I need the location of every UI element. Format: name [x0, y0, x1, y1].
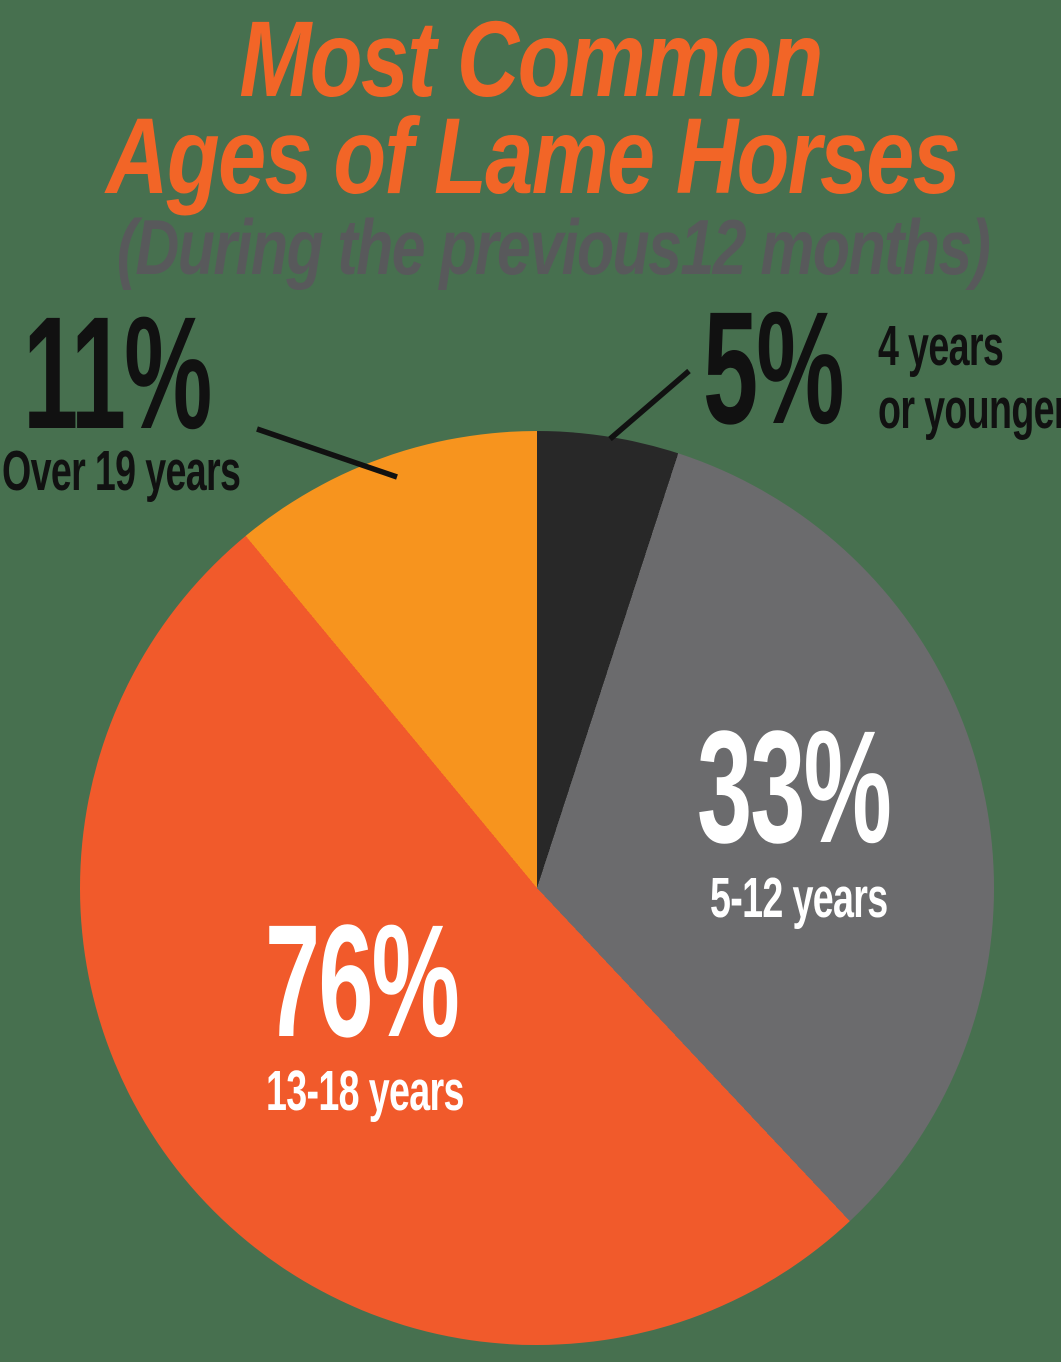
- chart-subtitle: (During the previous12 months): [116, 203, 991, 291]
- chart-title-line2: Ages of Lame Horses: [106, 95, 961, 217]
- pct-label-5-12: 33%: [697, 697, 892, 876]
- pct-label-13-18: 76%: [265, 891, 460, 1070]
- category-label-over-19: Over 19 years: [2, 439, 241, 503]
- chart-title: Most Common Ages of Lame Horses: [106, 0, 961, 217]
- pct-label-4-or-younger: 5%: [703, 278, 845, 457]
- category-label-13-18: 13-18 years: [266, 1059, 464, 1123]
- pie-chart: [80, 431, 994, 1345]
- category-label-4-or-younger-line1: 4 years: [878, 314, 1004, 378]
- category-label-5-12: 5-12 years: [710, 866, 888, 930]
- chart-title-line1: Most Common: [239, 0, 823, 119]
- leader-line-4-or-younger: [608, 368, 691, 442]
- category-label-4-or-younger-line2: or younger: [878, 376, 1061, 441]
- category-label-4-or-younger: 4 years or younger: [878, 315, 1061, 440]
- pct-label-over-19: 11%: [23, 283, 212, 462]
